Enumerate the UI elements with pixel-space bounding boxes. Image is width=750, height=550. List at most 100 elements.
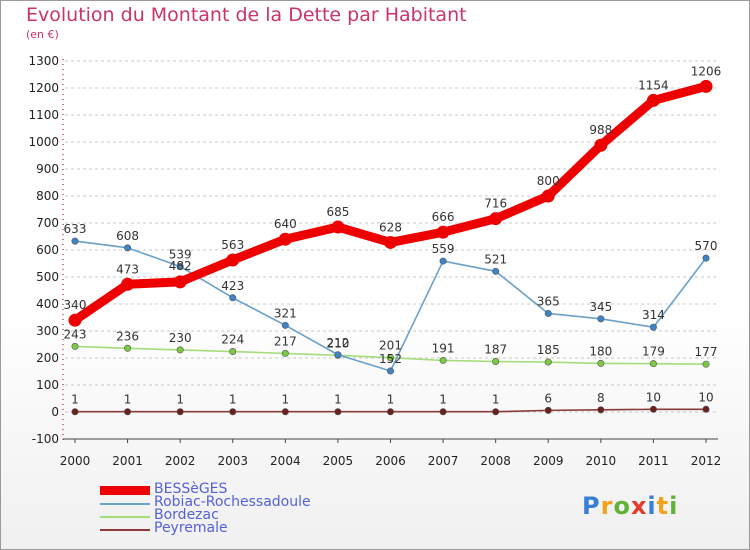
data-label: 473 (116, 262, 139, 276)
data-point (124, 344, 132, 352)
legend-swatch (100, 516, 150, 518)
data-point (492, 267, 500, 275)
y-tick-label: 300 (36, 324, 59, 338)
data-point (124, 408, 132, 416)
logo-letter: o (613, 492, 631, 520)
chart-title: Evolution du Montant de la Dette par Hab… (26, 4, 467, 26)
logo-letter: x (630, 492, 648, 520)
data-label: 217 (274, 334, 297, 348)
data-label: 152 (379, 352, 402, 366)
data-point (68, 313, 82, 327)
data-label: 10 (646, 390, 661, 404)
axis-layer: 1300120011001000900800700600500400300200… (28, 54, 721, 468)
data-point (278, 232, 292, 246)
logo-letter: P (582, 492, 601, 520)
data-label: 321 (274, 306, 297, 320)
data-point (702, 405, 710, 413)
data-label: 800 (537, 174, 560, 188)
data-point (439, 408, 447, 416)
x-tick-label: 2000 (60, 454, 91, 468)
data-point (386, 354, 394, 362)
data-point (541, 189, 555, 203)
data-point (281, 321, 289, 329)
data-point (597, 315, 605, 323)
data-label: 559 (432, 242, 455, 256)
x-tick-label: 2009 (533, 454, 564, 468)
data-label: 482 (169, 259, 192, 273)
data-label: 177 (695, 345, 718, 359)
data-point (71, 342, 79, 350)
data-point (649, 360, 657, 368)
data-label: 1 (71, 393, 79, 407)
data-point (281, 349, 289, 357)
legend-swatch (100, 486, 150, 495)
data-label: 423 (221, 279, 244, 293)
series-line (70, 81, 711, 325)
data-point (229, 294, 237, 302)
x-tick-label: 2011 (638, 454, 669, 468)
x-tick-label: 2005 (323, 454, 354, 468)
data-point (702, 254, 710, 262)
data-label: 230 (169, 331, 192, 345)
data-point (699, 79, 713, 93)
data-label: 6 (544, 391, 552, 405)
y-tick-label: 900 (36, 162, 59, 176)
data-label: 640 (274, 217, 297, 231)
x-tick-label: 2007 (428, 454, 459, 468)
legend-swatch (100, 529, 150, 531)
data-label: 988 (589, 123, 612, 137)
data-point (71, 237, 79, 245)
x-tick-label: 2001 (112, 454, 143, 468)
logo-letter: i (669, 492, 679, 520)
x-tick-label: 2008 (480, 454, 511, 468)
y-tick-label: 500 (36, 270, 59, 284)
data-label: 539 (169, 247, 192, 261)
data-point (646, 93, 660, 107)
x-tick-label: 2012 (691, 454, 722, 468)
data-point (124, 244, 132, 252)
data-label: 1 (387, 393, 395, 407)
logo-letter: r (600, 492, 614, 520)
data-label: 345 (589, 300, 612, 314)
y-tick-label: 100 (36, 378, 59, 392)
logo-letter: i (647, 492, 657, 520)
data-label: 628 (379, 220, 402, 234)
x-tick-label: 2003 (217, 454, 248, 468)
data-point (597, 359, 605, 367)
data-point (121, 277, 135, 291)
data-label: 1206 (691, 64, 722, 78)
y-tick-label: 200 (36, 351, 59, 365)
data-label: 224 (221, 333, 244, 347)
data-label: 314 (642, 308, 665, 322)
data-point (331, 220, 345, 234)
data-label: 716 (484, 197, 507, 211)
data-point (439, 257, 447, 265)
data-label: 570 (695, 239, 718, 253)
data-point (649, 405, 657, 413)
data-point (281, 408, 289, 416)
data-point (334, 351, 342, 359)
data-point (544, 406, 552, 414)
data-label: 666 (432, 210, 455, 224)
data-label: 1 (282, 393, 290, 407)
data-point (384, 235, 397, 249)
data-label: 179 (642, 345, 665, 359)
data-point (436, 225, 450, 239)
series-layer (68, 79, 713, 416)
data-label: 365 (537, 294, 560, 308)
x-tick-label: 2002 (165, 454, 196, 468)
data-label: 608 (116, 229, 139, 243)
data-point (544, 358, 552, 366)
data-point (71, 408, 79, 416)
data-label: 521 (484, 252, 507, 266)
proxiti-logo: Proxiti (582, 492, 678, 520)
data-point (229, 408, 237, 416)
logo-letter: t (656, 492, 670, 520)
data-label: 201 (379, 339, 402, 353)
data-label: 236 (116, 329, 139, 343)
data-label: 191 (432, 341, 455, 355)
data-label: 210 (326, 336, 349, 350)
data-point (229, 348, 237, 356)
y-tick-label: 600 (36, 243, 59, 257)
data-point (594, 138, 608, 152)
